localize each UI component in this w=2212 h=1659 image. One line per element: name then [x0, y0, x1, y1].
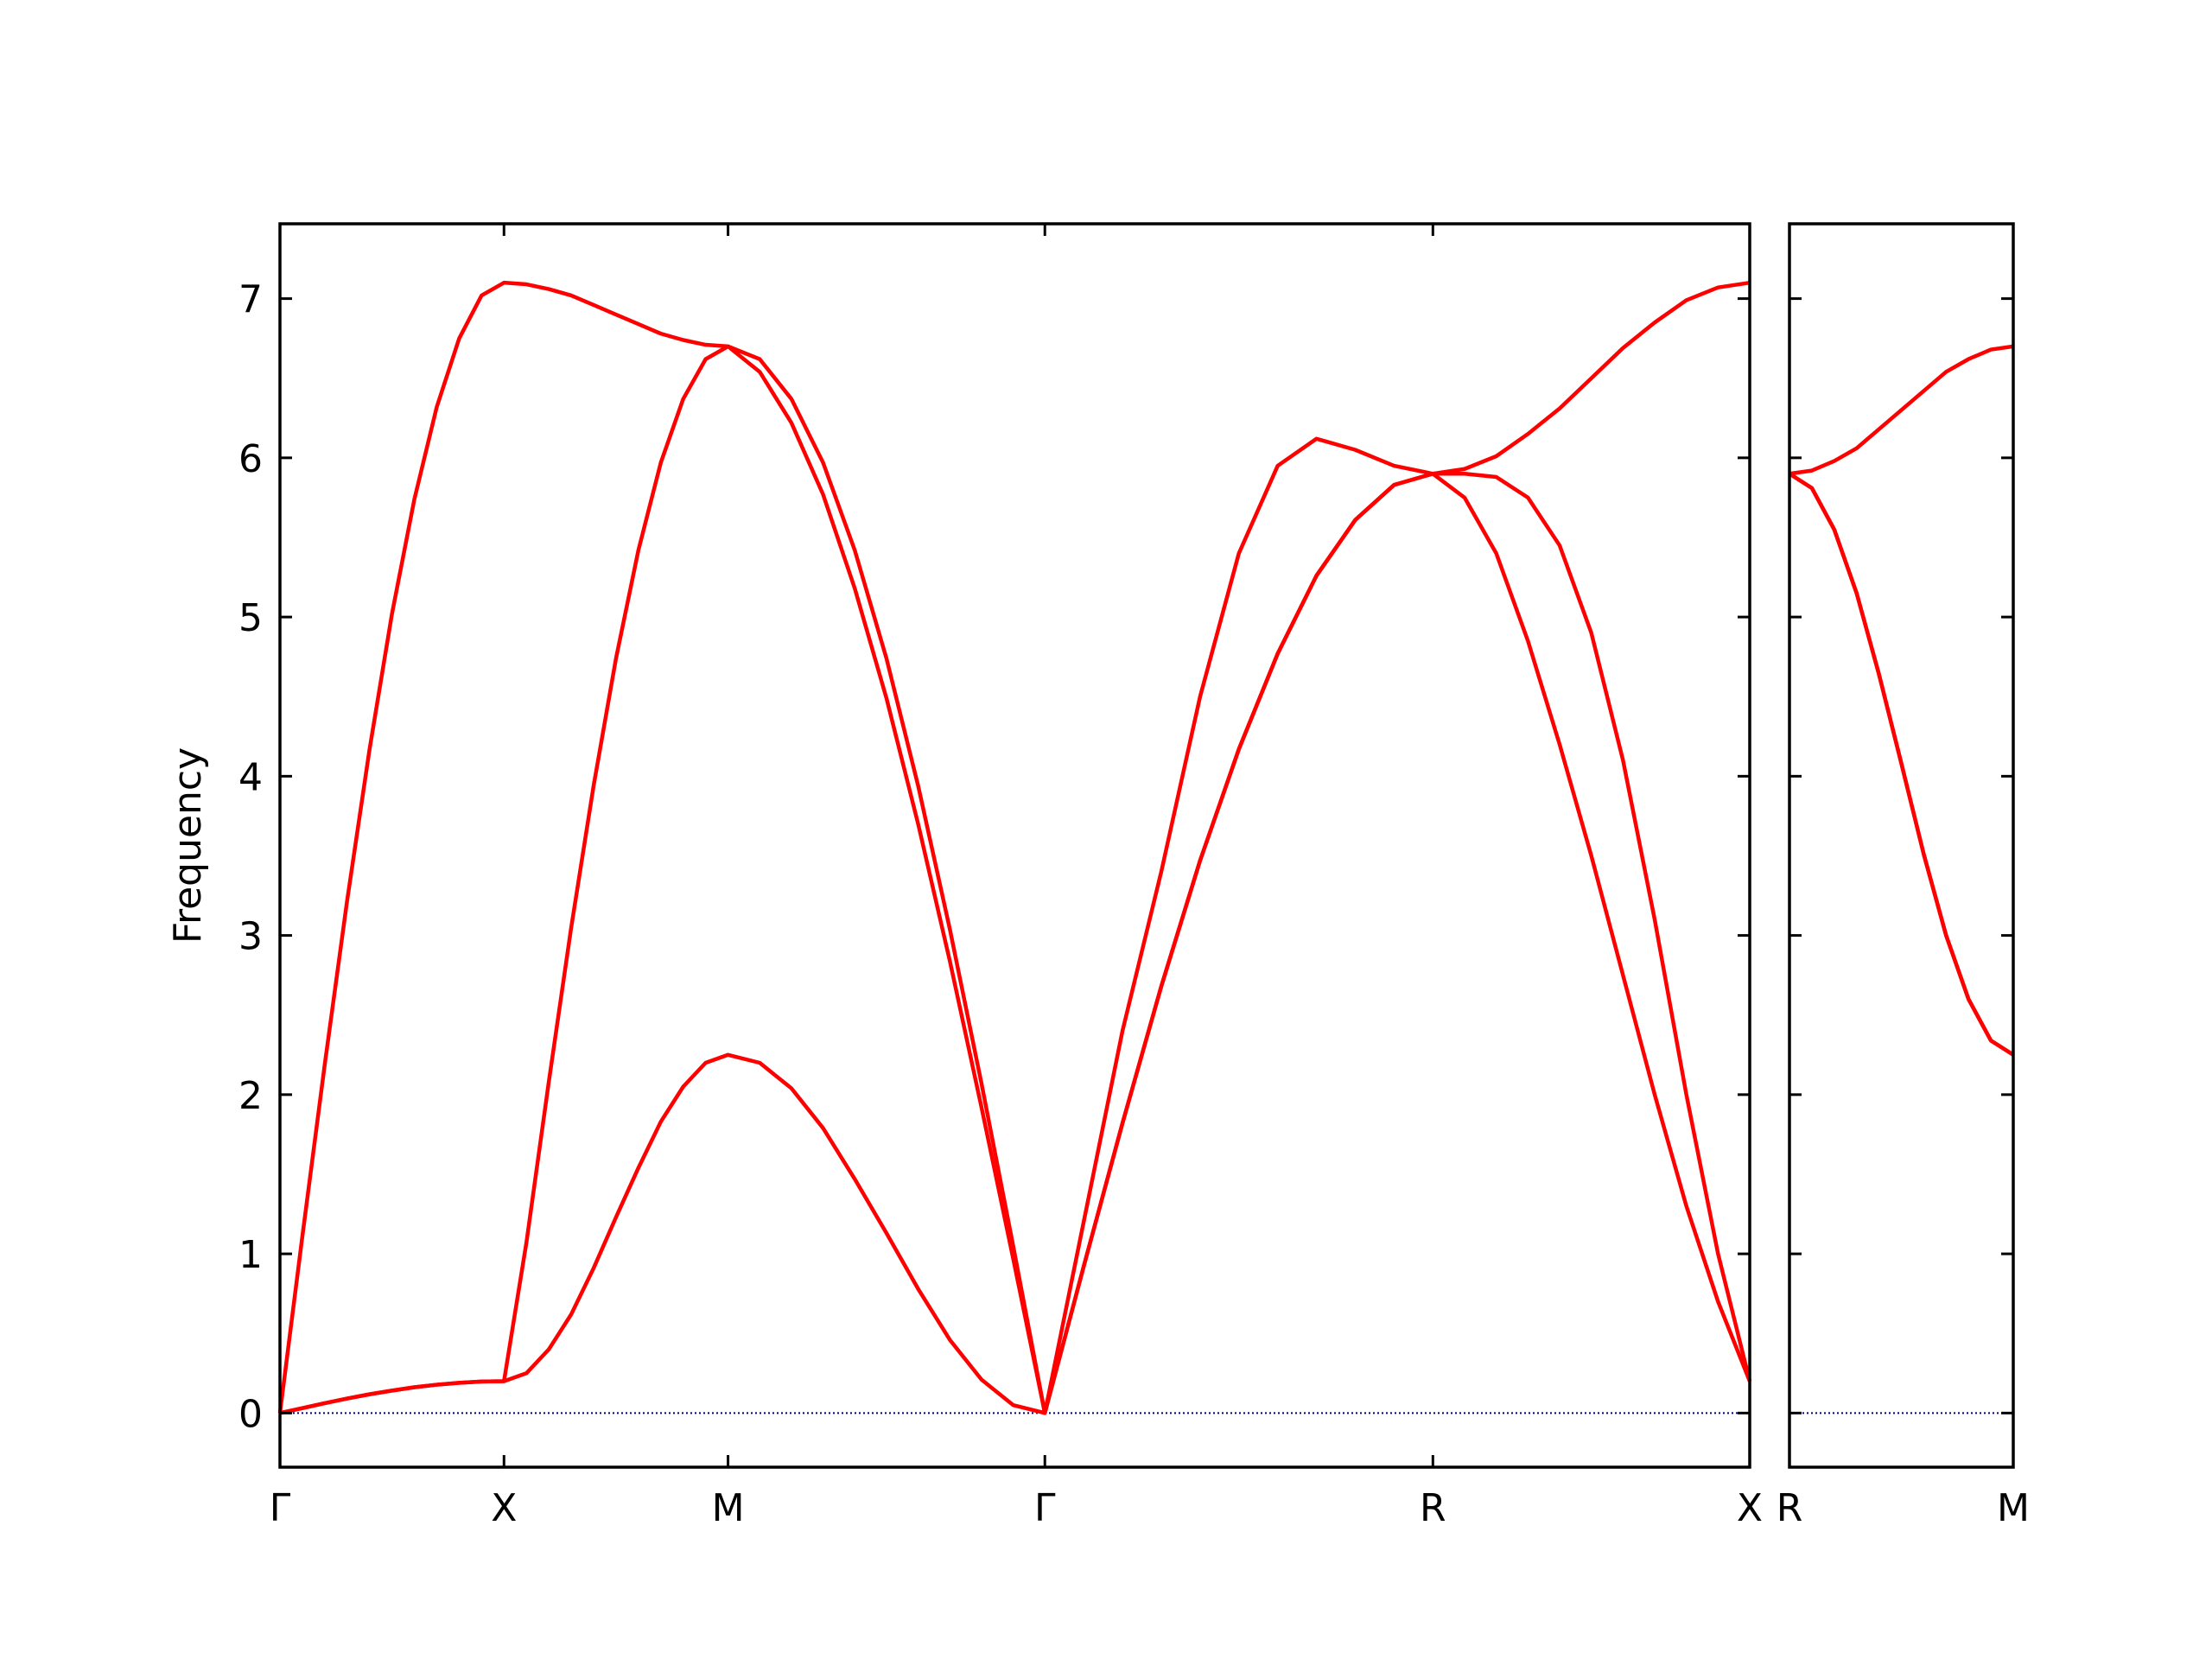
x-tick-label: Γ: [1034, 1486, 1056, 1530]
y-tick-label: 4: [238, 755, 263, 799]
axes-frame: [278, 222, 1751, 1469]
y-tick-label: 0: [238, 1392, 263, 1436]
band-line: [1789, 344, 2014, 476]
x-tick-label: M: [1997, 1486, 2030, 1530]
y-tick-label: 3: [238, 915, 263, 959]
y-tick-label: 2: [238, 1074, 263, 1118]
y-axis-label: Frequency: [166, 747, 210, 944]
band-line: [1788, 472, 2015, 1057]
y-tick-label: 6: [238, 437, 263, 481]
x-tick-label: R: [1777, 1486, 1803, 1530]
x-tick-label: R: [1420, 1486, 1446, 1530]
x-tick-label: Γ: [270, 1486, 291, 1530]
band-line: [277, 280, 1751, 1415]
x-tick-label: X: [1737, 1486, 1763, 1530]
y-tick-label: 5: [238, 596, 263, 640]
band-line: [279, 344, 1752, 1415]
y-tick-label: 1: [238, 1233, 263, 1277]
x-tick-label: X: [491, 1486, 517, 1530]
axes-frame: [1788, 222, 2015, 1469]
x-tick-label: M: [712, 1486, 745, 1530]
y-tick-label: 7: [238, 278, 263, 322]
